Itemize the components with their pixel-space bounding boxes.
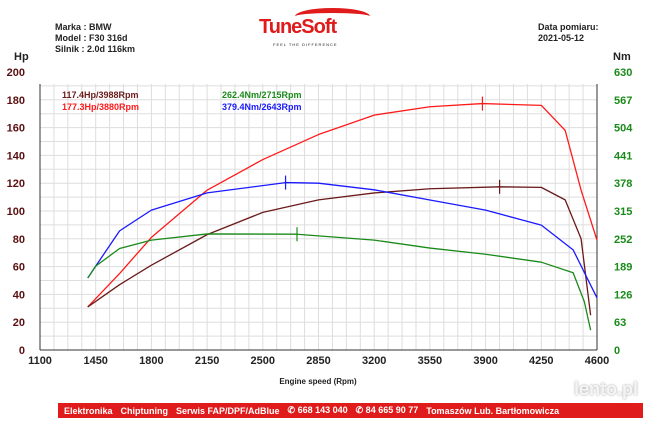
y-right-tick-label: 252 [614,234,632,246]
date-value: 2021-05-12 [538,33,585,43]
peak-annotation: 177.3Hp/3880Rpm [62,102,139,112]
y-left-tick-label: 120 [7,178,25,190]
y-left-tick-label: 20 [13,317,25,329]
model-label: Model : F30 316d [55,33,128,43]
x-tick-label: 2500 [251,355,275,367]
make-label: Marka : BMW [55,22,112,32]
y-right-tick-label: 378 [614,178,632,190]
peak-annotation: 117.4Hp/3988Rpm [62,90,139,100]
y-left-tick-label: 100 [7,206,25,218]
y-right-tick-label: 126 [614,289,632,301]
x-tick-label: 4250 [529,355,553,367]
x-axis-label: Engine speed (Rpm) [279,377,357,386]
x-tick-label: 1800 [139,355,163,367]
y-left-tick-label: 0 [19,345,25,357]
y-right-tick-label: 630 [614,67,632,79]
y-left-tick-label: 160 [7,123,25,135]
footer-item: ✆ 84 665 90 77 [355,405,419,415]
x-tick-label: 3200 [362,355,386,367]
peak-annotation: 379.4Nm/2643Rpm [222,102,302,112]
x-tick-label: 1100 [28,355,52,367]
peak-annotation: 262.4Nm/2715Rpm [222,90,302,100]
y-left-tick-label: 200 [7,67,25,79]
y-left-tick-label: 60 [13,262,25,274]
x-tick-label: 2850 [306,355,330,367]
footer-banner: Elektronika Chiptuning Serwis FAP/DPF/AdBl… [58,403,643,418]
footer-item: Serwis FAP/DPF/AdBlue [176,405,280,416]
footer-item: Chiptuning [120,405,169,416]
watermark: lento.pl [574,379,638,399]
tunesoft-logo: TuneSoft FEEL THE DIFFERENCE [255,8,380,50]
x-tick-label: 3550 [418,355,442,367]
y-left-tick-label: 180 [7,95,25,107]
logo-tagline: FEEL THE DIFFERENCE [273,42,338,47]
date-label: Data pomiaru: [538,22,599,32]
series-line [87,186,592,316]
logo-text: TuneSoft [259,16,337,38]
x-tick-label: 3900 [473,355,497,367]
footer-item: Elektronika [64,405,113,416]
footer-item: ✆ 668 143 040 [287,405,348,415]
y-left-label: Hp [14,51,29,63]
y-right-tick-label: 567 [614,95,632,107]
engine-label: Silnik : 2.0d 116km [55,44,136,54]
y-right-tick-label: 315 [614,206,632,218]
x-tick-label: 2150 [195,355,219,367]
series-line [87,181,598,299]
footer-item: Tomaszów Lub. Bartłomowicza [426,405,560,416]
y-right-tick-label: 189 [614,262,632,274]
series-line [87,102,598,308]
y-left-tick-label: 140 [7,150,25,162]
logo-swoosh [295,8,370,25]
series-line [87,233,592,331]
y-right-tick-label: 0 [614,345,620,357]
y-right-tick-label: 441 [614,150,632,162]
y-right-label: Nm [613,51,631,63]
y-right-tick-label: 504 [614,123,633,135]
x-tick-label: 4600 [585,355,609,367]
y-left-tick-label: 80 [13,234,25,246]
x-tick-label: 1450 [83,355,107,367]
y-left-tick-label: 40 [13,289,25,301]
y-right-tick-label: 63 [614,317,626,329]
